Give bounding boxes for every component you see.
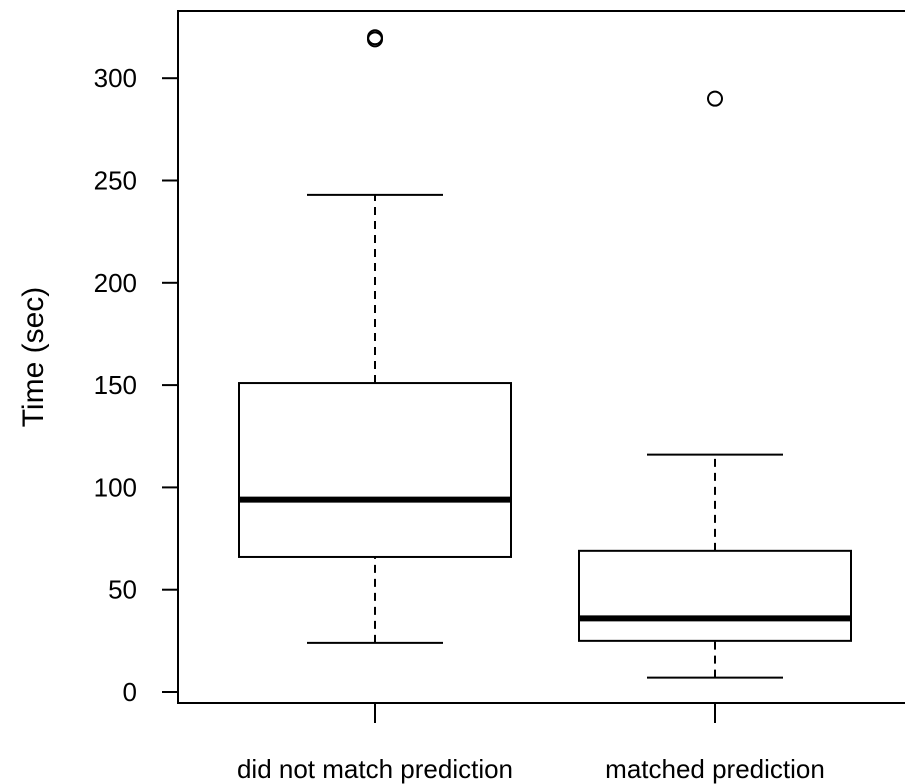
iqr-box xyxy=(238,382,512,558)
y-tick-label: 0 xyxy=(123,677,137,707)
x-axis: did not match prediction matched predicti… xyxy=(237,703,825,784)
y-tick-label: 200 xyxy=(94,268,137,298)
y-axis-title: Time (sec) xyxy=(17,287,50,428)
box-group xyxy=(238,29,512,644)
x-tick-label: matched prediction xyxy=(605,754,825,784)
outlier-point xyxy=(367,29,383,46)
iqr-box xyxy=(578,549,852,642)
y-axis: 0 50 100 150 200 250 300 xyxy=(94,63,179,707)
x-tick-label: did not match prediction xyxy=(237,754,513,784)
box-group xyxy=(578,90,852,679)
y-tick-label: 50 xyxy=(108,575,137,605)
y-tick-label: 150 xyxy=(94,370,137,400)
y-tick-label: 300 xyxy=(94,63,137,93)
y-tick-label: 100 xyxy=(94,472,137,502)
y-tick-label: 250 xyxy=(94,166,137,196)
outlier-point xyxy=(707,90,723,107)
boxes xyxy=(238,29,852,679)
